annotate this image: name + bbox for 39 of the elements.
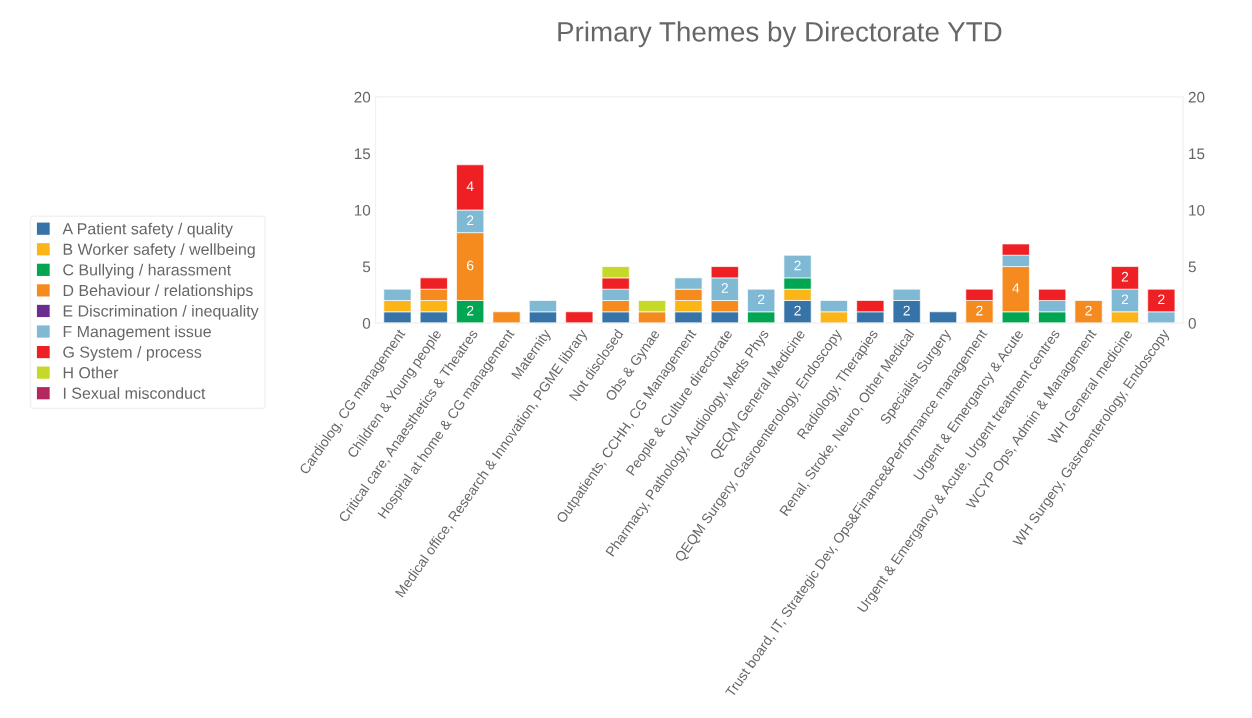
y-tick-label: 0 <box>362 317 371 329</box>
data-label: 2 <box>794 305 801 316</box>
data-label: 2 <box>721 283 728 293</box>
data-label: 2 <box>794 260 801 271</box>
y-tick-label: 5 <box>362 261 371 273</box>
chart-title: Primary Themes by Directorate YTD <box>558 21 1002 48</box>
bar <box>929 311 958 324</box>
data-label: 4 <box>1012 283 1020 293</box>
data-label: 2 <box>1158 294 1165 305</box>
data-label: 2 <box>1121 271 1129 282</box>
data-label: 2 <box>467 305 474 316</box>
legend-label: F Management issue <box>63 325 211 341</box>
bar <box>1074 300 1103 324</box>
legend-label: D Behaviour / relationships <box>63 284 253 300</box>
legend-label: I Sexual misconduct <box>63 387 206 399</box>
y2-tick-label: 0 <box>1188 317 1196 329</box>
y2-tick-label: 5 <box>1188 261 1196 273</box>
legend-label: B Worker safety / wellbeing <box>63 243 255 259</box>
y2-tick-label: 20 <box>1188 91 1205 103</box>
y2-tick-label: 10 <box>1189 204 1205 216</box>
data-label: 4 <box>466 181 474 191</box>
bar <box>492 311 521 324</box>
data-label: 2 <box>758 294 765 305</box>
data-label: 2 <box>976 305 983 316</box>
y-tick-label: 20 <box>354 91 371 103</box>
y2-tick-label: 15 <box>1189 148 1205 160</box>
y-tick-label: 10 <box>354 204 371 216</box>
legend-label: E Discrimination / inequality <box>63 304 259 320</box>
legend-label: C Bullying / harassment <box>63 263 232 279</box>
bar <box>565 311 594 324</box>
legend-label: A Patient safety / quality <box>62 222 233 238</box>
data-label: 2 <box>903 305 910 316</box>
data-label: 6 <box>467 260 474 271</box>
y-tick-label: 15 <box>354 148 371 160</box>
data-label: 2 <box>467 215 474 225</box>
legend-label: G System / process <box>63 346 202 361</box>
data-label: 2 <box>1121 294 1129 305</box>
legend-label: H Other <box>63 366 119 379</box>
data-label: 2 <box>1085 305 1092 316</box>
